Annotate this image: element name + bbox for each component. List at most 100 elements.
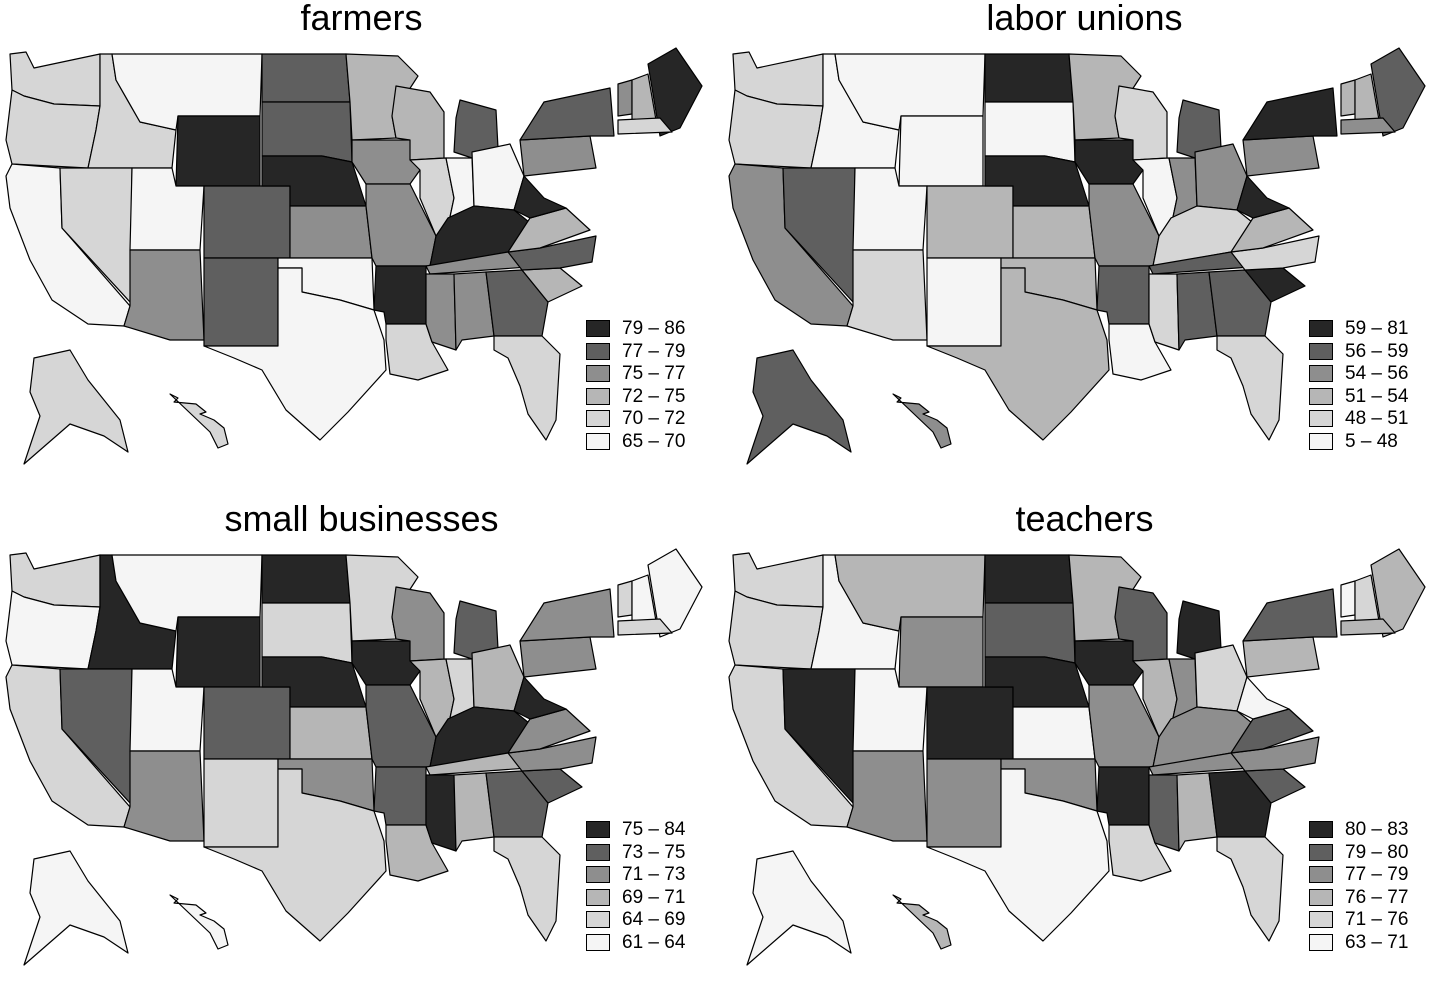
state-massachusetts <box>617 618 673 636</box>
state-texas <box>203 768 387 942</box>
state-florida <box>493 335 561 441</box>
state-wyoming <box>175 616 261 688</box>
state-massachusetts <box>1340 618 1396 636</box>
legend-item: 76 – 77 <box>1309 887 1441 910</box>
state-arizona <box>846 750 928 842</box>
legend-swatch <box>1309 387 1333 405</box>
legend-swatch <box>586 320 610 337</box>
legend-item: 69 – 71 <box>586 887 718 910</box>
legend-item: 54 – 56 <box>1309 363 1441 386</box>
legend-label: 73 – 75 <box>622 841 686 863</box>
state-wyoming <box>898 115 984 187</box>
legend-swatch <box>1309 866 1333 884</box>
state-north-dakota <box>984 53 1074 103</box>
state-alabama <box>1176 271 1218 351</box>
state-new-mexico <box>926 257 1002 347</box>
legend-label: 59 – 81 <box>1345 318 1409 339</box>
legend-label: 80 – 83 <box>1345 819 1409 840</box>
state-colorado <box>203 686 291 760</box>
legend-label: 75 – 77 <box>622 363 686 385</box>
legend-label: 76 – 77 <box>1345 886 1409 908</box>
legend-swatch <box>586 387 610 405</box>
legend-item: 72 – 75 <box>586 386 718 409</box>
map-panel-labor-unions: labor unions 59 – 81 56 – 59 54 – 56 51 – 5… <box>723 0 1446 501</box>
legend-item: 73 – 75 <box>586 842 718 865</box>
state-ohio <box>1194 143 1248 211</box>
legend-item: 5 – 48 <box>1309 431 1441 454</box>
legend-label: 77 – 79 <box>1345 864 1409 886</box>
state-alaska <box>746 349 852 465</box>
choropleth-map-teachers <box>728 548 1426 966</box>
state-virginia <box>507 708 591 754</box>
state-georgia <box>485 269 549 337</box>
legend-item: 65 – 70 <box>586 431 718 454</box>
legend-label: 71 – 73 <box>622 864 686 886</box>
legend-label: 63 – 71 <box>1345 931 1409 953</box>
legend-item: 75 – 84 <box>586 819 718 842</box>
legend-swatch <box>1309 320 1333 337</box>
state-florida <box>1216 836 1284 942</box>
state-south-dakota <box>261 101 353 163</box>
state-new-york <box>519 87 615 141</box>
choropleth-map-labor-unions <box>728 47 1426 465</box>
legend-label: 72 – 75 <box>622 385 686 407</box>
legend-swatch <box>1309 342 1333 360</box>
state-vermont <box>1340 580 1356 618</box>
state-wyoming <box>898 616 984 688</box>
state-south-dakota <box>984 101 1076 163</box>
state-ohio <box>1194 644 1248 712</box>
state-texas <box>926 267 1110 441</box>
legend-label: 71 – 76 <box>1345 909 1409 931</box>
legend-swatch <box>1309 933 1333 951</box>
state-hawaii <box>169 393 229 449</box>
state-virginia <box>507 207 591 253</box>
state-alabama <box>453 271 495 351</box>
state-colorado <box>926 185 1014 259</box>
state-florida <box>1216 335 1284 441</box>
state-alaska <box>746 850 852 966</box>
map-legend: 59 – 81 56 – 59 54 – 56 51 – 54 48 – 51 5 – 4… <box>1309 318 1441 454</box>
state-south-dakota <box>984 602 1076 664</box>
legend-swatch <box>1309 821 1333 838</box>
state-arizona <box>846 249 928 341</box>
legend-swatch <box>586 843 610 861</box>
state-alaska <box>23 850 129 966</box>
legend-swatch <box>1309 432 1333 450</box>
legend-swatch <box>586 821 610 838</box>
state-georgia <box>485 770 549 838</box>
map-legend: 75 – 84 73 – 75 71 – 73 69 – 71 64 – 69 61 – … <box>586 819 718 955</box>
map-panel-small-businesses: small businesses 75 – 84 73 – 75 71 – 73 69… <box>0 498 723 1002</box>
state-pennsylvania <box>1242 636 1320 678</box>
legend-label: 79 – 80 <box>1345 841 1409 863</box>
state-virginia <box>1230 207 1314 253</box>
legend-item: 75 – 77 <box>586 363 718 386</box>
legend-swatch <box>586 888 610 906</box>
state-arizona <box>123 249 205 341</box>
state-hawaii <box>892 894 952 950</box>
state-hawaii <box>169 894 229 950</box>
map-legend: 79 – 86 77 – 79 75 – 77 72 – 75 70 – 72 65 – … <box>586 318 718 454</box>
legend-label: 65 – 70 <box>622 430 686 452</box>
map-legend: 80 – 83 79 – 80 77 – 79 76 – 77 71 – 76 63 – … <box>1309 819 1441 955</box>
state-pennsylvania <box>519 636 597 678</box>
state-kansas <box>289 205 373 259</box>
legend-item: 71 – 73 <box>586 864 718 887</box>
legend-item: 79 – 86 <box>586 318 718 341</box>
state-texas <box>926 768 1110 942</box>
state-massachusetts <box>617 117 673 135</box>
state-vermont <box>617 79 633 117</box>
legend-label: 51 – 54 <box>1345 385 1409 407</box>
state-pennsylvania <box>519 135 597 177</box>
state-hawaii <box>892 393 952 449</box>
state-north-dakota <box>261 53 351 103</box>
legend-item: 70 – 72 <box>586 408 718 431</box>
legend-item: 59 – 81 <box>1309 318 1441 341</box>
state-new-mexico <box>203 758 279 848</box>
legend-item: 80 – 83 <box>1309 819 1441 842</box>
legend-swatch <box>586 911 610 929</box>
legend-label: 69 – 71 <box>622 886 686 908</box>
state-kansas <box>1012 205 1096 259</box>
legend-swatch <box>586 342 610 360</box>
legend-item: 48 – 51 <box>1309 408 1441 431</box>
state-pennsylvania <box>1242 135 1320 177</box>
